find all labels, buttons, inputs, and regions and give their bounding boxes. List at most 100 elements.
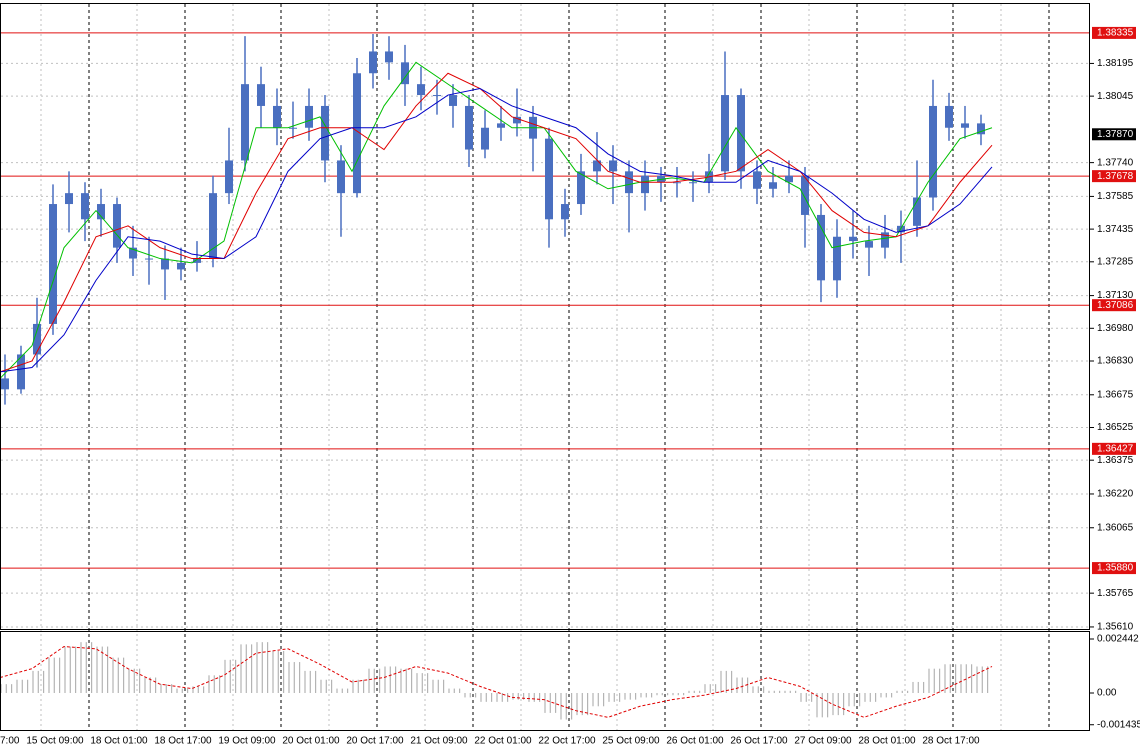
candle-body <box>593 160 601 172</box>
moving-average <box>0 61 993 379</box>
candle-body <box>929 105 937 198</box>
indicator-frame <box>0 631 1090 731</box>
candle-body <box>97 204 105 220</box>
candle-body <box>577 171 585 205</box>
y-tick-label: 1.37740 <box>1097 157 1134 168</box>
candle-body <box>689 182 697 184</box>
x-tick-label: 7:00 <box>0 736 20 747</box>
candle-body <box>545 138 553 220</box>
x-tick-label: 26 Oct 01:00 <box>666 736 724 747</box>
candle-body <box>353 73 361 194</box>
candle-body <box>33 323 41 355</box>
x-tick-label: 27 Oct 09:00 <box>794 736 852 747</box>
candle-body <box>113 204 121 248</box>
candle-body <box>673 182 681 184</box>
candle-body <box>401 62 409 85</box>
level-tag <box>1092 170 1136 183</box>
y-tick-label: 1.36830 <box>1097 356 1134 367</box>
plot <box>0 32 1090 720</box>
current-price-tag <box>1092 128 1136 141</box>
x-tick-label: 28 Oct 17:00 <box>922 736 980 747</box>
candle-body <box>49 204 57 324</box>
candle-body <box>417 84 425 96</box>
indicator-tick-label: -0.001435 <box>1097 719 1140 730</box>
x-tick-label: 22 Oct 17:00 <box>538 736 596 747</box>
signal-line <box>0 646 993 718</box>
candle-body <box>369 51 377 74</box>
x-tick-label: 21 Oct 09:00 <box>410 736 468 747</box>
candle-body <box>961 123 969 128</box>
candle-body <box>481 127 489 150</box>
candle-body <box>225 160 233 194</box>
candle-body <box>465 105 473 150</box>
candle-body <box>321 105 329 161</box>
candle-body <box>1 378 9 390</box>
x-tick-label: 18 Oct 17:00 <box>154 736 212 747</box>
x-tick-label: 18 Oct 01:00 <box>90 736 148 747</box>
y-tick-label: 1.36675 <box>1097 389 1134 400</box>
candle-body <box>449 95 457 106</box>
candle-body <box>801 175 809 215</box>
level-tag <box>1092 442 1136 455</box>
y-tick-label: 1.36525 <box>1097 422 1134 433</box>
candle-body <box>913 197 921 226</box>
candle-body <box>849 236 857 242</box>
level-tag <box>1092 26 1136 39</box>
candle-body <box>625 171 633 194</box>
candle-body <box>737 95 745 172</box>
candle-body <box>833 236 841 281</box>
moving-average <box>0 87 993 373</box>
candle-body <box>385 51 393 63</box>
candle-body <box>81 193 89 220</box>
candle-body <box>561 204 569 220</box>
moving-average <box>0 72 993 373</box>
x-tick-label: 25 Oct 09:00 <box>602 736 660 747</box>
candle-body <box>433 95 441 97</box>
candle-body <box>769 182 777 189</box>
candle-body <box>241 84 249 161</box>
y-tick-label: 1.36065 <box>1097 522 1134 533</box>
candle-body <box>209 193 217 259</box>
candle-body <box>513 116 521 124</box>
y-tick-label: 1.35765 <box>1097 588 1134 599</box>
current-price-label: 1.37870 <box>1097 129 1134 140</box>
indicator-tick-label: 0.00 <box>1097 688 1117 699</box>
y-tick-label: 1.35610 <box>1097 622 1134 633</box>
candle-body <box>817 214 825 281</box>
x-tick-label: 28 Oct 01:00 <box>858 736 916 747</box>
candle-body <box>945 105 953 128</box>
main-frame <box>0 3 1090 630</box>
level-label: 1.37086 <box>1097 300 1134 311</box>
y-tick-label: 1.36980 <box>1097 323 1134 334</box>
candle-body <box>337 160 345 194</box>
candle-body <box>865 241 873 248</box>
candle-body <box>65 193 73 205</box>
level-tag <box>1092 562 1136 575</box>
candle-body <box>193 258 201 263</box>
y-tick-label: 1.37585 <box>1097 191 1134 202</box>
x-tick-label: 20 Oct 17:00 <box>346 736 404 747</box>
candle-body <box>161 258 169 270</box>
candle-body <box>609 160 617 172</box>
candle-body <box>721 95 729 172</box>
x-tick-label: 15 Oct 09:00 <box>26 736 84 747</box>
x-tick-label: 19 Oct 09:00 <box>218 736 276 747</box>
level-label: 1.37678 <box>1097 171 1134 182</box>
candle-body <box>977 123 985 135</box>
x-tick-label: 20 Oct 01:00 <box>282 736 340 747</box>
axis: 1.38195 1.38045 1.37740 1.37585 1.37435 1.372… <box>0 26 1140 747</box>
candle-body <box>753 171 761 189</box>
y-tick-label: 1.37435 <box>1097 224 1134 235</box>
candle-body <box>129 247 137 259</box>
candle-body <box>305 105 313 128</box>
y-tick-label: 1.37130 <box>1097 290 1134 301</box>
candle-body <box>17 354 25 390</box>
y-tick-label: 1.38195 <box>1097 58 1134 69</box>
x-tick-label: 22 Oct 01:00 <box>474 736 532 747</box>
y-tick-label: 1.37285 <box>1097 256 1134 267</box>
candle-body <box>497 123 505 128</box>
indicator-tick-label: 0.002442 <box>1097 634 1139 645</box>
level-label: 1.35880 <box>1097 563 1134 574</box>
